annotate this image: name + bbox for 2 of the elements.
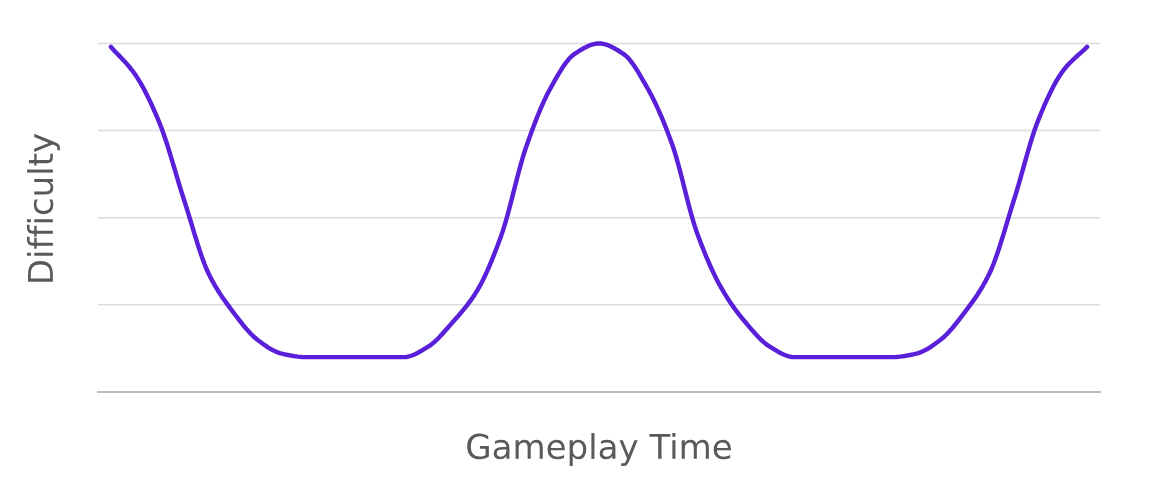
y-axis-title: Difficulty [26,133,60,282]
x-axis-title: Gameplay Time [467,432,731,466]
